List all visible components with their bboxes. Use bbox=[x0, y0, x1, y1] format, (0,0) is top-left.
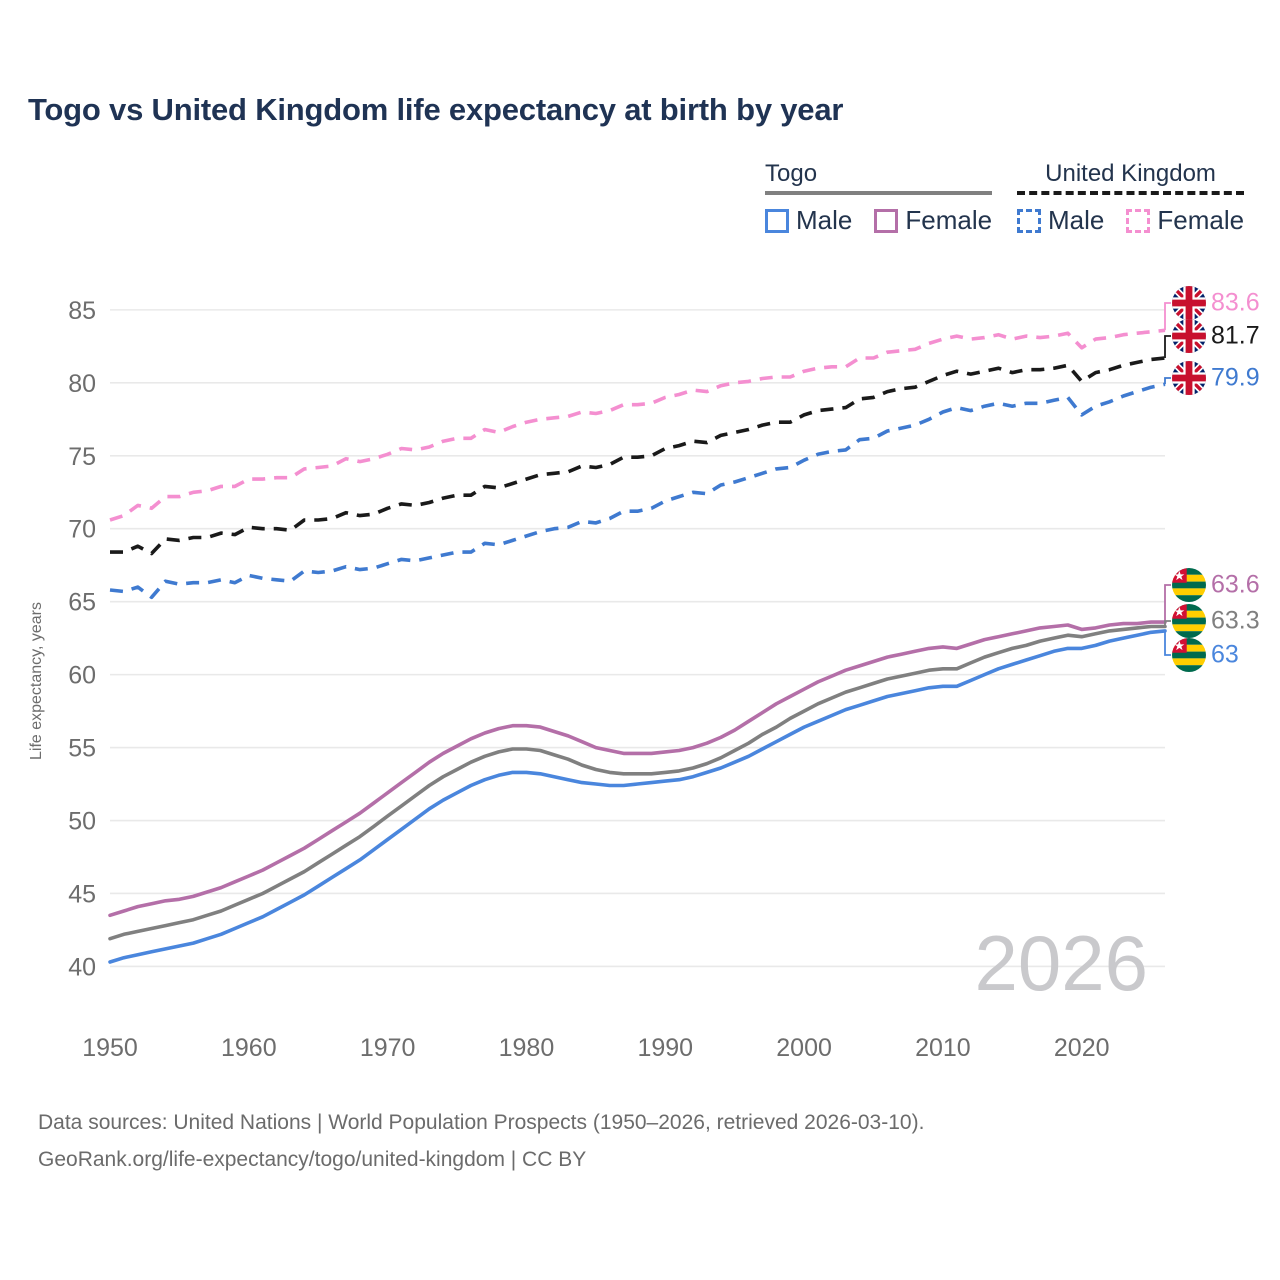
chart-legend: Togo Male Female United Kingdom Male bbox=[755, 160, 1255, 242]
legend-label-uk-male: Male bbox=[1048, 205, 1105, 235]
end-value-label: 63 bbox=[1211, 641, 1239, 669]
end-label-connector bbox=[1164, 620, 1171, 627]
end-label-connector bbox=[1164, 302, 1171, 331]
y-tick-label: 70 bbox=[68, 516, 96, 544]
y-tick-label: 80 bbox=[68, 370, 96, 398]
y-tick-label: 75 bbox=[68, 443, 96, 471]
end-value-label: 83.6 bbox=[1211, 289, 1260, 317]
legend-country-uk: United Kingdom bbox=[1045, 160, 1216, 187]
togo-flag-icon bbox=[1172, 568, 1206, 602]
uk-flag-icon bbox=[1172, 361, 1206, 395]
end-label-connector bbox=[1164, 377, 1171, 385]
end-value-label: 81.7 bbox=[1211, 322, 1260, 350]
end-value-label: 79.9 bbox=[1211, 364, 1260, 392]
x-tick-label: 2020 bbox=[1054, 1034, 1110, 1062]
legend-label-togo-male: Male bbox=[796, 205, 853, 235]
y-tick-label: 40 bbox=[68, 953, 96, 981]
uk-flag-icon bbox=[1172, 319, 1206, 353]
togo-flag-icon bbox=[1172, 604, 1206, 638]
series-line bbox=[109, 328, 1166, 522]
y-axis-label: Life expectancy, years bbox=[28, 602, 45, 760]
swatch-uk-male-icon bbox=[1017, 208, 1041, 233]
swatch-togo-female-icon bbox=[874, 208, 899, 233]
legend-rule-togo bbox=[765, 191, 993, 195]
y-tick-label: 55 bbox=[68, 735, 96, 763]
legend-label-togo-female: Female bbox=[905, 205, 993, 235]
x-tick-label: 1960 bbox=[221, 1034, 277, 1062]
legend-item-uk-female[interactable]: Female bbox=[1126, 205, 1244, 236]
end-label-connector bbox=[1164, 584, 1171, 623]
uk-flag-icon bbox=[1172, 286, 1206, 320]
line-chart: 40 45 50 55 60 65 70 75 80 85 1950 1960 1970 1980 199… bbox=[28, 0, 1260, 1062]
series-line bbox=[108, 620, 1167, 918]
gridlines bbox=[110, 309, 1165, 968]
y-tick-label: 65 bbox=[68, 589, 96, 617]
series-line bbox=[108, 624, 1167, 941]
y-axis-ticks: 40 45 50 55 60 65 70 75 80 85 bbox=[68, 297, 96, 982]
year-watermark: 2026 bbox=[974, 919, 1148, 1007]
page-title: Togo vs United Kingdom life expectancy a… bbox=[28, 92, 844, 127]
series-line bbox=[109, 382, 1166, 600]
legend-item-uk-male[interactable]: Male bbox=[1017, 205, 1104, 236]
end-value-label: 63.3 bbox=[1211, 607, 1260, 635]
legend-item-togo-female[interactable]: Female bbox=[874, 205, 992, 236]
x-tick-label: 2000 bbox=[776, 1034, 832, 1062]
series-line bbox=[108, 629, 1167, 964]
y-tick-label: 45 bbox=[68, 880, 96, 908]
x-tick-label: 1980 bbox=[499, 1034, 555, 1062]
x-axis-ticks: 1950 1960 1970 1980 1990 2000 2010 2020 bbox=[82, 1034, 1109, 1062]
end-label-connector bbox=[1164, 335, 1171, 358]
end-value-labels: 83.6 81.7 79.9 63.6 63.3 63 bbox=[1164, 286, 1260, 672]
swatch-uk-female-icon bbox=[1126, 208, 1151, 233]
data-series bbox=[108, 328, 1167, 964]
togo-flag-icon bbox=[1172, 638, 1206, 672]
x-tick-label: 2010 bbox=[915, 1034, 971, 1062]
legend-label-uk-female: Female bbox=[1157, 205, 1245, 235]
legend-item-togo-male[interactable]: Male bbox=[765, 205, 852, 236]
footer-line-sources: Data sources: United Nations | World Pop… bbox=[38, 1111, 925, 1134]
footer-line-url[interactable]: GeoRank.org/life-expectancy/togo/united-… bbox=[38, 1147, 587, 1171]
legend-group-togo: Togo Male Female bbox=[765, 160, 993, 236]
x-tick-label: 1950 bbox=[82, 1034, 138, 1062]
chart-footer: Data sources: United Nations | World Pop… bbox=[38, 1105, 1238, 1179]
legend-country-togo: Togo bbox=[765, 160, 818, 187]
x-tick-label: 1970 bbox=[360, 1034, 416, 1062]
y-tick-label: 60 bbox=[68, 662, 96, 690]
swatch-togo-male-icon bbox=[765, 208, 789, 233]
legend-rule-uk bbox=[1017, 191, 1245, 195]
y-tick-label: 85 bbox=[68, 297, 96, 325]
series-line bbox=[110, 356, 1166, 556]
end-value-label: 63.6 bbox=[1211, 571, 1260, 599]
y-tick-label: 50 bbox=[68, 808, 96, 836]
x-tick-label: 1990 bbox=[637, 1034, 693, 1062]
legend-group-uk: United Kingdom Male Female bbox=[1017, 160, 1245, 236]
end-label-connector bbox=[1164, 630, 1171, 656]
